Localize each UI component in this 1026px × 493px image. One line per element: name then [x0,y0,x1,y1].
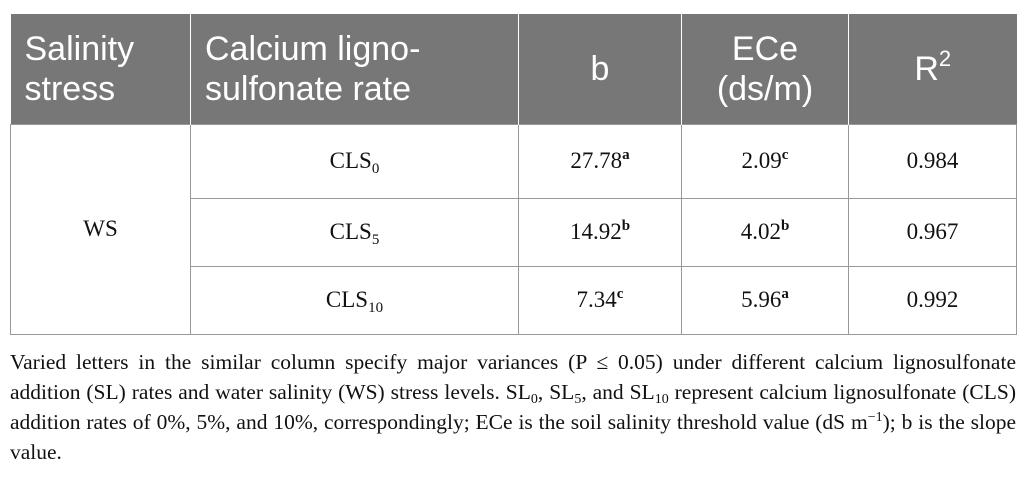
b-value: 7.34 [576,287,617,312]
table-row: CLS10 7.34c 5.96a 0.992 [11,265,1017,335]
footnote-sup: −1 [867,409,883,425]
footnote-text: ); b is the slope value. [10,409,1017,464]
salinity-table: Salinity stress Calcium ligno- sulfonate… [10,14,1017,335]
b-value: 27.78 [570,148,623,173]
footnote-text: , and SL [581,379,655,404]
header-r2-base: R [914,49,939,88]
ece-value: 5.96 [741,287,782,312]
rate-cell: CLS0 [190,123,519,199]
ece-value: 2.09 [741,148,782,173]
rate-sub: 10 [368,300,384,316]
b-letter: a [622,147,630,163]
header-r2-sup: 2 [938,45,952,71]
header-calcium-line2: sulfonate rate [205,69,412,108]
header-ece-line2: (ds/m) [716,69,814,108]
header-salinity-stress: Salinity stress [10,14,191,124]
table-row: CLS5 14.92b 4.02b 0.967 [11,197,1017,267]
rate-cell: CLS10 [190,265,519,335]
footnote-text: represent calcium lignosulfonate (CLS) a… [10,379,1017,434]
ece-letter: c [781,147,789,163]
b-letter: c [616,286,624,302]
table-footnote: Varied letters in the similar column spe… [10,347,1016,467]
footnote-sub: 10 [654,391,669,407]
r2-cell: 0.984 [848,123,1017,199]
ece-cell: 5.96a [681,265,849,335]
header-salinity-line2: stress [24,69,116,108]
footnote-text: , SL [537,379,575,404]
ece-letter: b [780,218,790,234]
ece-value: 4.02 [740,219,781,244]
footnote-sub: 0 [530,391,538,407]
table-row: WS CLS0 27.78a 2.09c 0.984 [10,123,1017,335]
b-cell: 14.92b [518,197,682,267]
rate-base: CLS [325,287,369,312]
b-letter: b [621,218,631,234]
rate-base: CLS [329,219,372,244]
table-figure: Salinity stress Calcium ligno- sulfonate… [10,14,1017,467]
group-cell-ws: WS [10,123,191,335]
header-salinity-line1: Salinity [24,29,135,68]
b-value: 14.92 [569,219,622,244]
header-row: Salinity stress Calcium ligno- sulfonate… [10,14,1017,124]
footnote-text: Varied letters in the similar column spe… [10,349,1016,404]
ece-cell: 2.09c [681,123,849,199]
rate-base: CLS [329,148,372,173]
rate-sub: 5 [371,232,380,248]
header-calcium-rate: Calcium ligno- sulfonate rate [190,14,519,124]
footnote-sub: 5 [574,391,582,407]
header-ece-line1: ECe [731,29,799,68]
ece-letter: a [781,286,789,302]
header-r2: R2 [848,14,1017,124]
rate-sub: 0 [371,161,380,177]
ece-cell: 4.02b [681,197,849,267]
header-calcium-line1: Calcium ligno- [205,29,421,68]
r2-cell: 0.967 [848,197,1017,267]
b-cell: 7.34c [518,265,682,335]
rate-cell: CLS5 [190,197,519,267]
header-ece: ECe (ds/m) [681,14,849,124]
b-cell: 27.78a [518,123,682,199]
r2-cell: 0.992 [848,265,1017,335]
header-b: b [518,14,682,124]
